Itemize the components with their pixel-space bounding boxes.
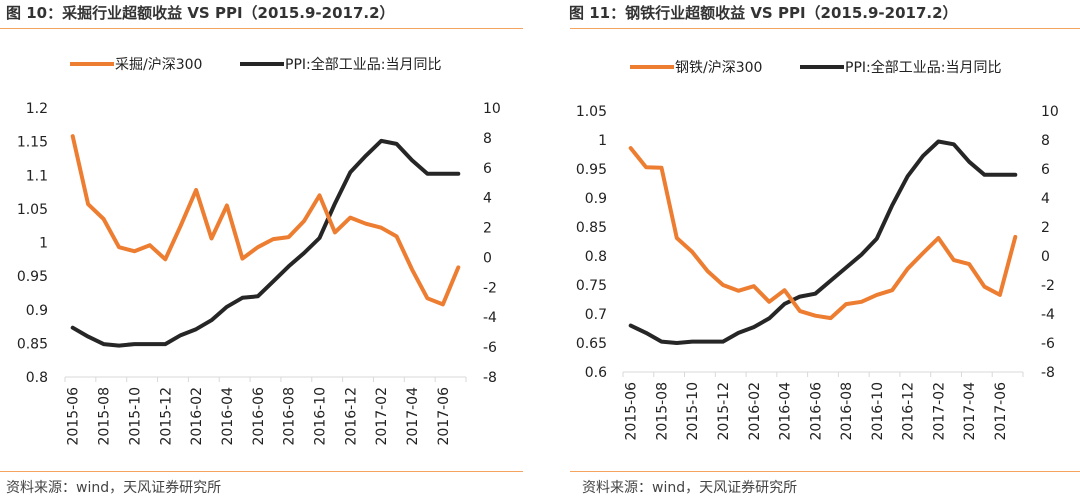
x-tick-label: 2015-08 (97, 387, 113, 446)
x-tick-label: 2016-02 (189, 387, 205, 446)
x-tick-label: 2016-10 (312, 387, 328, 446)
y-left-tick-label: 0.8 (26, 370, 48, 386)
y-right-tick-label: 6 (483, 161, 492, 177)
y-left-tick-label: 0.8 (585, 249, 607, 265)
y-right-tick-label: 10 (483, 101, 501, 117)
y-right-tick-label: -6 (1041, 336, 1055, 352)
x-tick-label: 2015-06 (66, 387, 82, 446)
x-tick-label: 2016-12 (901, 382, 917, 441)
y-right-tick-label: 2 (1041, 220, 1050, 236)
x-tick-label: 2017-06 (993, 382, 1009, 441)
y-left-tick-label: 0.95 (576, 162, 607, 178)
y-left-tick-label: 1.05 (17, 202, 48, 218)
series-line-ppi (628, 139, 1018, 345)
y-left-tick-label: 1.1 (26, 168, 48, 184)
y-left-tick-label: 1.2 (26, 101, 48, 117)
x-tick-label: 2017-06 (436, 387, 452, 446)
y-right-tick-label: -8 (1041, 365, 1055, 381)
source-note: 资料来源：wind，天风证券研究所 (6, 480, 222, 496)
legend: 钢铁/沪深300 PPI:全部工业品:当月同比 (630, 59, 1001, 76)
y-left-tick-label: 1.05 (576, 104, 607, 120)
y-right-tick-label: 6 (1041, 162, 1050, 178)
y-right-tick-label: -4 (483, 310, 497, 326)
y-right-tick-label: 0 (483, 250, 492, 266)
figure-11: 图 11：钢铁行业超额收益 VS PPI（2015.9-2017.2） 2015… (555, 0, 1080, 498)
figure-10: 图 10：采掘行业超额收益 VS PPI（2015.9-2017.2） 2015… (0, 0, 528, 498)
y-right-tick-label: 8 (483, 131, 492, 147)
x-tick-label: 2016-08 (839, 382, 855, 441)
x-tick-label: 2015-10 (685, 382, 701, 441)
title-divider (570, 28, 1080, 29)
x-tick-label: 2015-10 (127, 387, 143, 446)
y-right-tick-label: 8 (1041, 133, 1050, 149)
x-tick-label: 2015-06 (624, 382, 640, 441)
legend-label-excess-return: 采掘/沪深300 (115, 57, 202, 73)
legend-label-excess-return: 钢铁/沪深300 (675, 60, 762, 76)
x-tick-label: 2016-04 (220, 387, 236, 446)
x-tick-label: 2017-04 (962, 382, 978, 441)
y-right-tick-label: 0 (1041, 249, 1050, 265)
y-left-tick-label: 1 (39, 236, 48, 252)
y-right-tick-label: 2 (483, 221, 492, 237)
source-divider (570, 471, 1080, 472)
y-left-tick-label: 0.95 (17, 269, 48, 285)
y-left-tick-label: 0.9 (26, 303, 48, 319)
y-left-tick-label: 1.15 (17, 135, 48, 151)
x-tick-label: 2016-10 (870, 382, 886, 441)
source-note: 资料来源：wind，天风证券研究所 (582, 480, 798, 496)
source-divider (0, 471, 523, 472)
y-left-tick-label: 1 (598, 133, 607, 149)
x-tick-label: 2016-04 (778, 382, 794, 441)
x-tick-label: 2015-12 (716, 382, 732, 441)
y-left-tick-label: 0.9 (585, 191, 607, 207)
x-tick-label: 2016-06 (251, 387, 267, 446)
title-divider (0, 28, 523, 29)
x-tick-label: 2016-12 (343, 387, 359, 446)
x-tick-label: 2016-06 (808, 382, 824, 441)
y-right-tick-label: -8 (483, 370, 497, 386)
chart-10-plot: 2015-06 2015-08 2015-10 2015-12 2016-02 2016-… (17, 56, 501, 446)
x-tick-label: 2017-04 (405, 387, 421, 446)
legend-label-ppi: PPI:全部工业品:当月同比 (845, 59, 1001, 76)
y-right-tick-label: -4 (1041, 307, 1055, 323)
y-right-tick-label: -6 (483, 340, 497, 356)
y-left-tick-label: 0.85 (576, 220, 607, 236)
y-left-tick-label: 0.7 (585, 307, 607, 323)
x-tick-label: 2015-08 (654, 382, 670, 441)
chart-11-plot: 2015-06 2015-08 2015-10 2015-12 2016-02 2016-… (576, 59, 1059, 441)
series-line-excess-return (70, 134, 461, 307)
y-left-tick-label: 0.75 (576, 278, 607, 294)
legend: 采掘/沪深300 PPI:全部工业品:当月同比 (70, 56, 441, 73)
x-tick-label: 2017-02 (374, 387, 390, 446)
legend-label-ppi: PPI:全部工业品:当月同比 (285, 56, 441, 73)
series-line-ppi (70, 138, 461, 348)
x-tick-label: 2016-02 (747, 382, 763, 441)
y-right-tick-label: 4 (483, 191, 492, 207)
figure-title: 图 11：钢铁行业超额收益 VS PPI（2015.9-2017.2） (569, 4, 958, 22)
y-right-tick-label: -2 (483, 280, 497, 296)
y-right-tick-label: -2 (1041, 278, 1055, 294)
y-right-tick-label: 10 (1041, 104, 1059, 120)
x-tick-label: 2015-12 (158, 387, 174, 446)
y-left-tick-label: 0.65 (576, 336, 607, 352)
y-right-tick-label: 4 (1041, 191, 1050, 207)
y-left-tick-label: 0.85 (17, 336, 48, 352)
x-tick-label: 2016-08 (282, 387, 298, 446)
series-line-excess-return (628, 146, 1018, 321)
x-tick-label: 2017-02 (931, 382, 947, 441)
figure-title: 图 10：采掘行业超额收益 VS PPI（2015.9-2017.2） (6, 4, 395, 22)
y-left-tick-label: 0.6 (585, 365, 607, 381)
